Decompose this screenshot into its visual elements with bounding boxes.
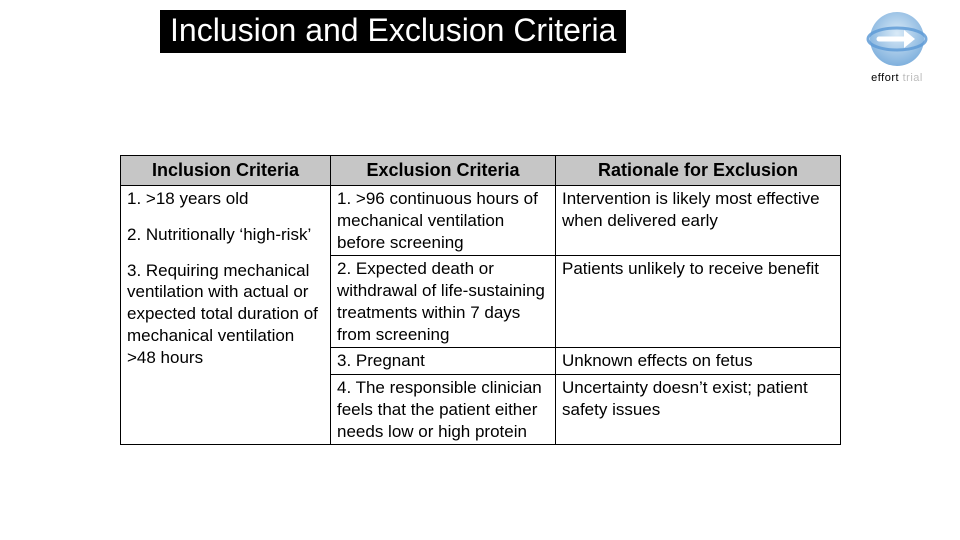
inclusion-item-1: 1. >18 years old [127,188,324,210]
table-header-row: Inclusion Criteria Exclusion Criteria Ra… [121,156,841,186]
rationale-item-3: Unknown effects on fetus [556,348,841,375]
exclusion-item-2: 2. Expected death or withdrawal of life-… [331,256,556,348]
rationale-item-4: Uncertainty doesn’t exist; patient safet… [556,375,841,445]
logo: effort trial [852,8,942,84]
logo-text-dark: effort [871,72,899,84]
header-inclusion: Inclusion Criteria [121,156,331,186]
inclusion-item-3: 3. Requiring mechanical ventilation with… [127,260,324,369]
inclusion-item-2: 2. Nutritionally ‘high-risk’ [127,224,324,246]
rationale-item-1: Intervention is likely most effective wh… [556,186,841,256]
inclusion-cell: 1. >18 years old 2. Nutritionally ‘high-… [121,186,331,445]
rationale-item-2: Patients unlikely to receive benefit [556,256,841,348]
table-row: 1. >18 years old 2. Nutritionally ‘high-… [121,186,841,256]
exclusion-item-1: 1. >96 continuous hours of mechanical ve… [331,186,556,256]
effort-logo-icon [862,8,932,70]
criteria-table: Inclusion Criteria Exclusion Criteria Ra… [120,155,841,445]
header-exclusion: Exclusion Criteria [331,156,556,186]
exclusion-item-3: 3. Pregnant [331,348,556,375]
page-title: Inclusion and Exclusion Criteria [160,10,626,53]
header-rationale: Rationale for Exclusion [556,156,841,186]
exclusion-item-4: 4. The responsible clinician feels that … [331,375,556,445]
logo-text-light: trial [899,72,923,84]
logo-text: effort trial [852,72,942,84]
criteria-table-container: Inclusion Criteria Exclusion Criteria Ra… [120,155,840,445]
